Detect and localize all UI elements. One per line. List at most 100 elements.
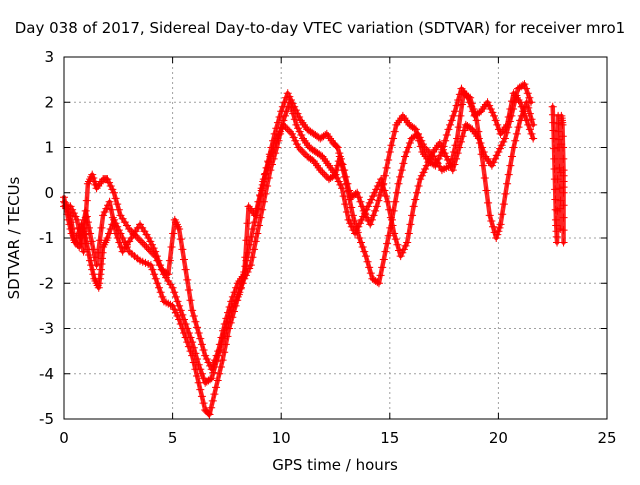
data-point-marker <box>65 220 74 229</box>
data-point-marker <box>415 136 424 145</box>
data-point-marker <box>269 136 278 145</box>
data-point-marker <box>103 234 112 242</box>
data-point-marker <box>250 218 259 227</box>
data-point-marker <box>460 126 469 135</box>
data-point-marker <box>364 217 373 226</box>
data-point-marker <box>496 220 505 229</box>
data-point-marker <box>449 111 458 120</box>
data-point-marker <box>556 224 565 233</box>
data-point-marker <box>408 211 417 220</box>
data-point-marker <box>110 221 119 230</box>
data-point-marker <box>197 340 206 349</box>
data-point-marker <box>164 270 173 279</box>
data-point-marker <box>68 205 77 214</box>
data-point-marker <box>178 310 187 319</box>
data-point-marker <box>232 283 241 292</box>
data-point-marker <box>155 283 164 292</box>
data-point-marker <box>90 177 99 186</box>
data-point-marker <box>87 237 96 246</box>
data-point-marker <box>405 138 414 147</box>
data-point-marker <box>108 213 117 222</box>
y-tick-label: -3 <box>39 320 54 338</box>
data-point-marker <box>340 166 349 175</box>
data-point-marker <box>168 283 177 292</box>
data-point-marker <box>555 184 564 193</box>
y-axis-label: SDTVAR / TECUs <box>5 176 23 299</box>
data-point-marker <box>214 347 223 356</box>
data-point-marker <box>167 243 176 252</box>
data-point-marker <box>202 355 211 364</box>
data-point-marker <box>251 237 260 246</box>
data-point-marker <box>519 107 528 116</box>
x-axis-label: GPS time / hours <box>272 456 398 474</box>
data-point-marker <box>210 390 219 399</box>
data-point-marker <box>363 257 372 266</box>
data-point-marker <box>524 103 533 112</box>
data-point-marker <box>554 119 563 128</box>
data-point-marker <box>479 148 488 157</box>
data-point-marker <box>524 120 533 129</box>
data-point-marker <box>522 84 531 93</box>
data-point-marker <box>344 215 353 224</box>
data-point-marker <box>316 151 325 160</box>
data-point-marker <box>445 159 454 168</box>
data-point-marker <box>376 191 385 200</box>
data-point-marker <box>523 89 532 98</box>
data-point-marker <box>257 184 266 193</box>
data-point-marker <box>107 205 116 214</box>
data-point-marker <box>487 217 496 226</box>
data-point-marker <box>397 166 406 175</box>
data-point-marker <box>184 286 193 295</box>
data-point-marker <box>321 131 330 140</box>
data-point-marker <box>199 345 208 354</box>
data-point-marker <box>194 360 203 369</box>
data-point-marker <box>406 220 415 229</box>
data-point-marker <box>410 124 419 133</box>
data-point-marker <box>372 202 381 211</box>
data-point-marker <box>442 131 451 140</box>
data-point-marker <box>489 158 498 167</box>
data-point-marker <box>223 308 232 317</box>
data-point-marker <box>290 115 299 124</box>
data-point-marker <box>94 283 103 292</box>
data-point-marker <box>488 222 497 231</box>
data-point-marker <box>294 124 303 133</box>
data-point-marker <box>394 179 403 188</box>
data-point-marker <box>147 240 156 249</box>
data-point-marker <box>455 143 464 152</box>
x-tick-label: 5 <box>168 429 178 447</box>
data-point-marker <box>390 229 399 238</box>
x-tick-label: 20 <box>489 429 508 447</box>
data-point-marker <box>149 244 158 253</box>
data-point-marker <box>411 195 420 204</box>
data-point-marker <box>485 101 494 110</box>
data-point-marker <box>285 92 294 101</box>
data-point-marker <box>66 224 75 233</box>
data-point-marker <box>256 191 265 200</box>
data-point-marker <box>453 149 462 158</box>
data-point-marker <box>490 111 499 120</box>
data-point-marker <box>99 211 108 220</box>
data-point-marker <box>399 159 408 168</box>
y-tick-label: -2 <box>39 274 54 292</box>
data-point-marker <box>90 253 99 262</box>
x-tick-label: 25 <box>597 429 616 447</box>
data-point-marker <box>517 102 526 111</box>
data-point-marker <box>409 202 418 211</box>
data-point-marker <box>366 269 375 278</box>
data-point-marker <box>96 265 105 274</box>
data-point-marker <box>551 185 560 194</box>
data-point-marker <box>186 296 195 305</box>
data-point-marker <box>290 102 299 111</box>
data-point-marker <box>109 188 118 197</box>
data-point-marker <box>197 392 206 401</box>
x-tick-label: 15 <box>380 429 399 447</box>
data-point-marker <box>366 220 375 229</box>
data-point-marker <box>374 196 383 205</box>
data-point-marker <box>398 248 407 257</box>
data-point-marker <box>393 240 402 249</box>
data-point-marker <box>282 93 291 102</box>
data-point-marker <box>152 252 161 261</box>
data-point-marker <box>199 399 208 408</box>
data-point-marker <box>67 229 76 238</box>
